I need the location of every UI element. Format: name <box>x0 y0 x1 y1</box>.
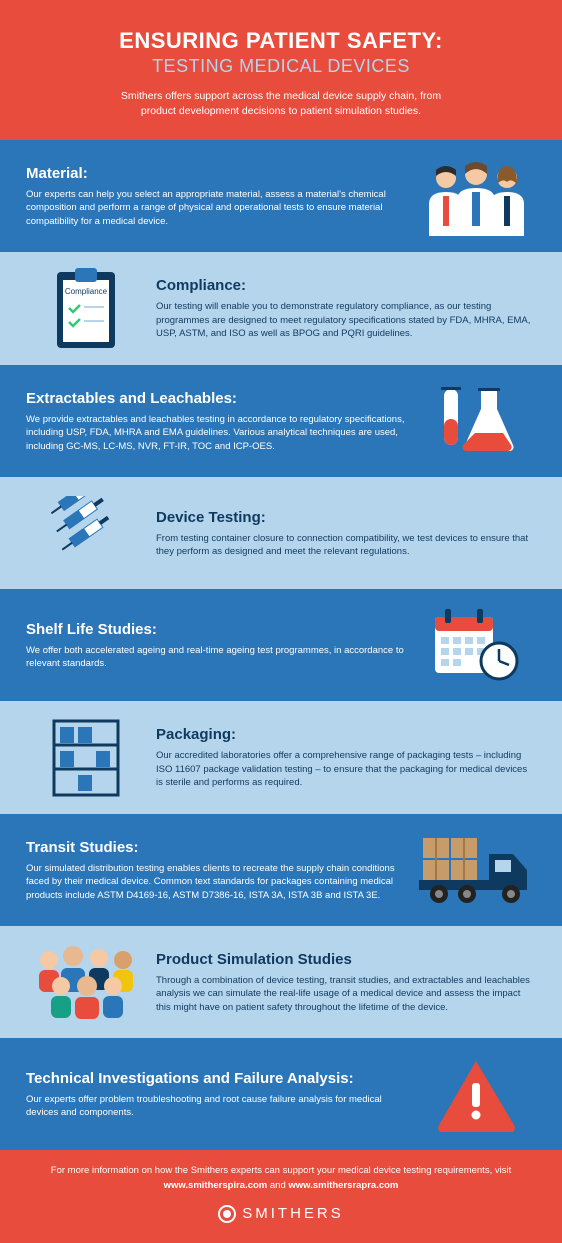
section-technical-investigations: Technical Investigations and Failure Ana… <box>0 1038 562 1150</box>
section-body: Our experts offer problem troubleshootin… <box>26 1093 416 1120</box>
section-packaging: Packaging: Our accredited laboratories o… <box>0 701 562 814</box>
calendar-clock-icon <box>416 605 536 685</box>
section-body: From testing container closure to connec… <box>156 532 536 559</box>
section-body: Through a combination of device testing,… <box>156 974 536 1014</box>
shelf-icon <box>26 715 146 800</box>
footer-joiner: and <box>267 1180 288 1191</box>
header: ENSURING PATIENT SAFETY: TESTING MEDICAL… <box>0 0 562 140</box>
truck-icon <box>416 830 536 910</box>
flasks-icon <box>416 381 536 461</box>
footer: For more information on how the Smithers… <box>0 1150 562 1243</box>
section-title: Material: <box>26 165 416 182</box>
footer-prefix: For more information on how the Smithers… <box>51 1165 511 1176</box>
section-transit: Transit Studies: Our simulated distribut… <box>0 814 562 926</box>
section-device-testing: Device Testing: From testing container c… <box>0 477 562 589</box>
intro-text: Smithers offers support across the medic… <box>116 89 446 118</box>
section-shelf-life: Shelf Life Studies: We offer both accele… <box>0 589 562 701</box>
clipboard-label: Compliance <box>65 287 108 296</box>
section-body: Our testing will enable you to demonstra… <box>156 300 536 340</box>
people-icon <box>26 942 146 1022</box>
section-title: Device Testing: <box>156 509 536 526</box>
section-body: Our experts can help you select an appro… <box>26 188 416 228</box>
footer-text: For more information on how the Smithers… <box>30 1164 532 1193</box>
brand-logo: SMITHERS <box>30 1203 532 1226</box>
section-title: Shelf Life Studies: <box>26 621 416 638</box>
clipboard-icon: Compliance <box>26 266 146 351</box>
syringes-icon <box>26 496 146 571</box>
brand-logo-icon <box>218 1205 236 1223</box>
footer-link-pira[interactable]: www.smitherspira.com <box>164 1180 268 1191</box>
section-body: We provide extractables and leachables t… <box>26 413 416 453</box>
warning-icon <box>416 1057 536 1132</box>
section-title: Transit Studies: <box>26 839 416 856</box>
section-compliance: Compliance Compliance: Our testing will … <box>0 252 562 365</box>
section-product-simulation: Product Simulation Studies Through a com… <box>0 926 562 1038</box>
brand-name: SMITHERS <box>242 1203 344 1226</box>
section-body: Our accredited laboratories offer a comp… <box>156 749 536 789</box>
section-material: Material: Our experts can help you selec… <box>0 140 562 252</box>
section-title: Packaging: <box>156 726 536 743</box>
page-subtitle: TESTING MEDICAL DEVICES <box>40 56 522 77</box>
section-title: Technical Investigations and Failure Ana… <box>26 1070 416 1087</box>
section-extractables: Extractables and Leachables: We provide … <box>0 365 562 477</box>
section-title: Compliance: <box>156 277 536 294</box>
section-body: We offer both accelerated ageing and rea… <box>26 644 416 671</box>
page-title: ENSURING PATIENT SAFETY: <box>40 28 522 54</box>
footer-link-rapra[interactable]: www.smithersrapra.com <box>288 1180 398 1191</box>
section-body: Our simulated distribution testing enabl… <box>26 862 416 902</box>
scientists-icon <box>416 156 536 236</box>
section-title: Extractables and Leachables: <box>26 390 416 407</box>
section-title: Product Simulation Studies <box>156 951 536 968</box>
